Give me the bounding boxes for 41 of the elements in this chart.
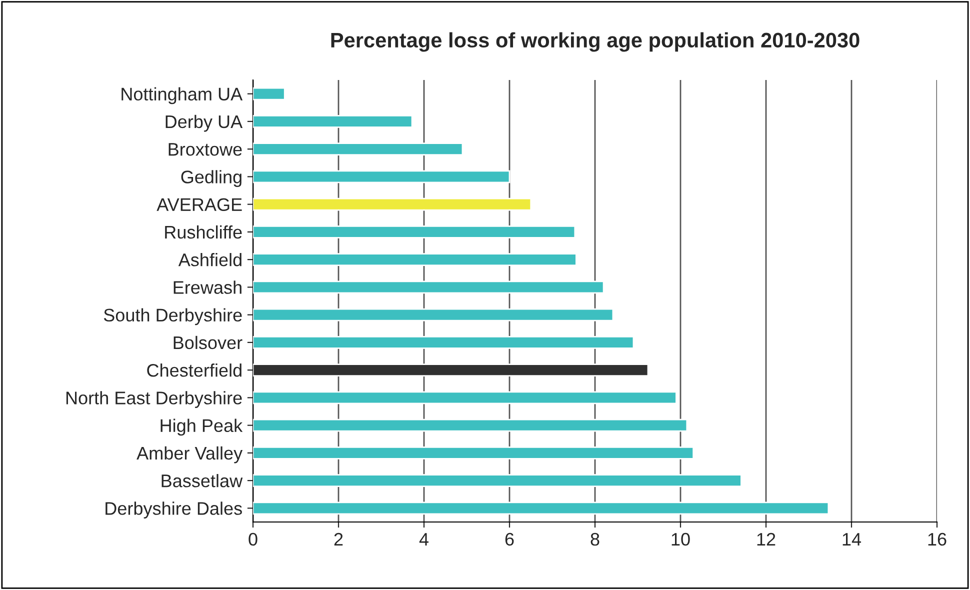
y-tick-label: Gedling	[181, 170, 242, 187]
y-tick-label: Bolsover	[174, 336, 242, 350]
x-tick-label: 8	[590, 532, 600, 546]
bar	[253, 280, 604, 294]
y-tick-label: North East Derbyshire	[66, 391, 242, 408]
bar	[253, 114, 413, 128]
y-tick-label: Erewash	[174, 280, 242, 294]
y-tick-label: Bassetlaw	[162, 474, 243, 488]
bar	[253, 198, 532, 211]
bar	[253, 391, 677, 404]
bar	[253, 225, 576, 238]
bar	[253, 253, 577, 266]
x-tick-label: 10	[672, 532, 690, 546]
bar	[253, 170, 510, 184]
y-tick-label: AVERAGE	[156, 198, 242, 212]
bar	[253, 418, 688, 432]
bar	[253, 502, 830, 515]
x-tick-label: 12	[757, 532, 776, 546]
y-tick-label: Ashfield	[178, 253, 242, 266]
y-tick-label: High Peak	[160, 418, 243, 436]
bar	[253, 142, 464, 156]
x-tick-label: 2	[334, 532, 343, 546]
y-tick-label: Chesterfield	[147, 364, 242, 377]
y-tick-label: Derby UA	[166, 114, 243, 132]
x-tick-label: 6	[505, 532, 514, 546]
y-tick-label: Rushcliffe	[165, 225, 242, 239]
chart-title: Percentage loss of working age population 2010-2030	[331, 32, 860, 52]
bar	[253, 87, 286, 100]
x-tick-label: 16	[928, 532, 946, 546]
bar	[253, 308, 614, 322]
x-tick-label: 14	[842, 533, 862, 546]
y-tick-label: Nottingham UA	[122, 87, 243, 104]
y-tick-label: Broxtowe	[168, 143, 242, 156]
x-tick-label: 4	[419, 533, 428, 546]
x-tick-label: 0	[248, 532, 258, 546]
bar	[253, 474, 742, 488]
y-tick-label: Derbyshire Dales	[106, 502, 242, 518]
y-tick-label: South Derbyshire	[104, 308, 242, 326]
y-tick-label: Amber Valley	[136, 446, 243, 464]
bar	[253, 336, 634, 349]
bar	[253, 446, 694, 460]
